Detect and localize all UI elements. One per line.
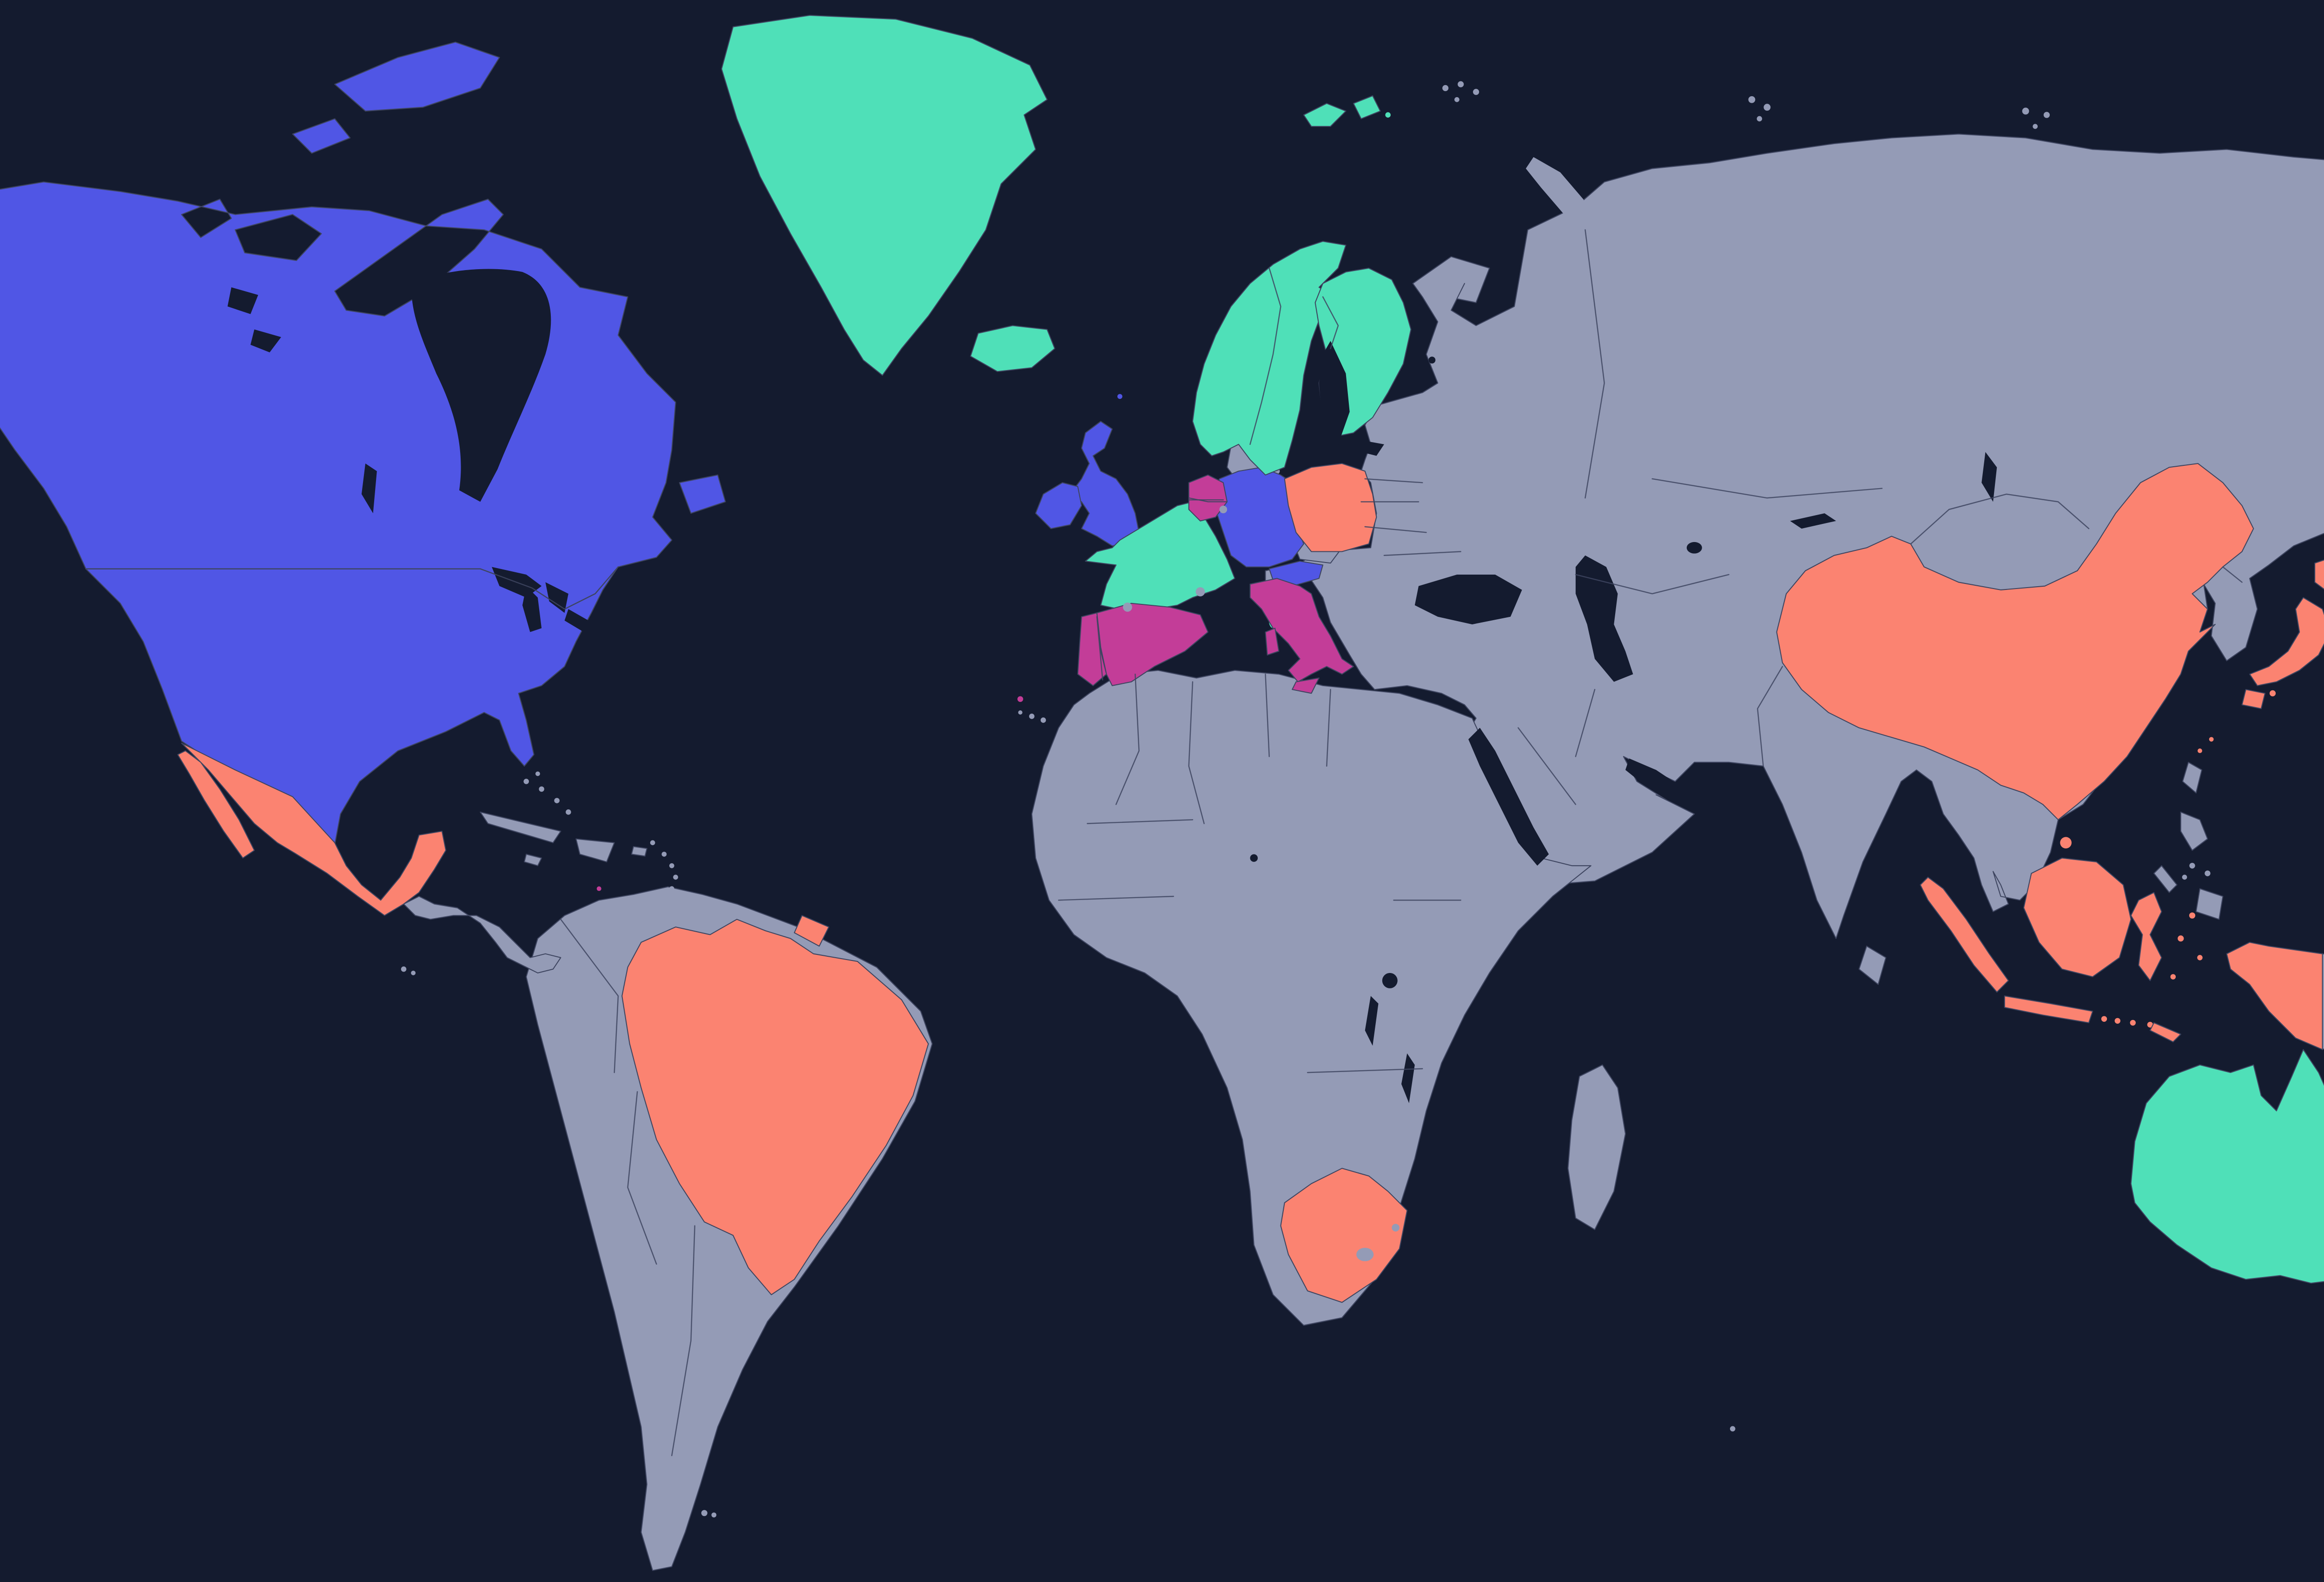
- region-africa[interactable]: [1031, 669, 1591, 1326]
- country-japan[interactable]: [2198, 556, 2324, 753]
- marker-malta[interactable]: [1299, 696, 1308, 706]
- red-sea: [1468, 728, 1549, 866]
- country-sri-lanka[interactable]: [1858, 946, 1887, 985]
- country-taiwan[interactable]: [2182, 761, 2203, 794]
- marker-luxembourg[interactable]: [1219, 505, 1228, 514]
- lake-ladoga: [1410, 371, 1419, 380]
- border-lines: [85, 229, 2243, 1456]
- country-jamaica[interactable]: [524, 854, 542, 867]
- country-australia[interactable]: [2130, 1049, 2324, 1284]
- curacao: [596, 886, 601, 891]
- country-south-africa[interactable]: [1280, 1168, 1408, 1303]
- lake-ontario: [595, 601, 622, 621]
- hudson-bay: [411, 269, 551, 502]
- country-ireland[interactable]: [1035, 482, 1082, 530]
- country-indonesia[interactable]: [1920, 857, 2323, 1050]
- country-italy[interactable]: [1249, 578, 1354, 682]
- lake-baikal: [1981, 452, 1997, 502]
- caspian-sea: [1575, 555, 1633, 682]
- sicily: [1292, 677, 1320, 694]
- region-central-america[interactable]: [403, 896, 561, 973]
- madeira: [1017, 696, 1023, 702]
- persian-gulf: [1625, 758, 1679, 801]
- lake-huron: [545, 582, 568, 613]
- lesotho-enclave: [1356, 1248, 1374, 1261]
- country-spain[interactable]: [1096, 602, 1208, 686]
- gulf-of-finland: [1338, 437, 1384, 456]
- country-mexico[interactable]: [177, 742, 447, 916]
- great-bear-lake: [227, 287, 258, 314]
- country-greenland[interactable]: [721, 14, 1048, 376]
- aral-sea: [1686, 542, 1702, 554]
- country-france[interactable]: [1085, 501, 1235, 612]
- hainan: [2060, 837, 2072, 849]
- lake-chad: [1250, 854, 1258, 862]
- novaya-zemlya: [1525, 157, 1599, 242]
- lake-winnipeg: [361, 463, 377, 514]
- country-china[interactable]: [1776, 463, 2254, 821]
- lake-victoria: [1382, 973, 1398, 988]
- misc-gray-islands: [401, 674, 1736, 1518]
- lake-tanganyika: [1365, 996, 1379, 1046]
- lake-erie: [564, 609, 595, 632]
- balearic-islands: [1177, 636, 1185, 643]
- territory-french-guiana[interactable]: [793, 915, 830, 947]
- teal-countries: [721, 14, 2324, 1284]
- svalbard: [1303, 95, 1391, 127]
- country-iceland[interactable]: [970, 325, 1056, 372]
- microstate-markers: [1122, 505, 1308, 706]
- eswatini: [1392, 1224, 1400, 1232]
- country-cuba[interactable]: [480, 811, 561, 843]
- salmon-countries: [177, 463, 2324, 1303]
- lakes: [227, 269, 1997, 1261]
- country-philippines[interactable]: [2153, 811, 2224, 920]
- lake-michigan: [522, 586, 542, 632]
- gulf-of-bothnia: [1319, 341, 1350, 444]
- country-belgium[interactable]: [1188, 497, 1228, 522]
- marker-monaco[interactable]: [1195, 587, 1205, 596]
- sardinia: [1265, 628, 1280, 656]
- bahamas-and-antilles: [523, 771, 678, 906]
- lake-onega: [1428, 357, 1436, 364]
- country-madagascar[interactable]: [1567, 1064, 1626, 1230]
- great-slave-lake: [250, 329, 281, 353]
- marker-andorra[interactable]: [1122, 602, 1132, 612]
- country-canada[interactable]: [0, 41, 726, 610]
- black-sea: [1414, 574, 1522, 625]
- shetland: [1117, 394, 1122, 399]
- country-brazil[interactable]: [621, 919, 929, 1296]
- country-hispaniola[interactable]: [575, 838, 615, 862]
- country-puerto-rico[interactable]: [631, 846, 647, 857]
- magenta-countries: [596, 474, 1354, 891]
- lake-balkhash: [1790, 513, 1836, 529]
- country-poland[interactable]: [1284, 463, 1377, 552]
- lake-malawi: [1401, 1053, 1415, 1104]
- arctic-islands: [1442, 81, 2050, 129]
